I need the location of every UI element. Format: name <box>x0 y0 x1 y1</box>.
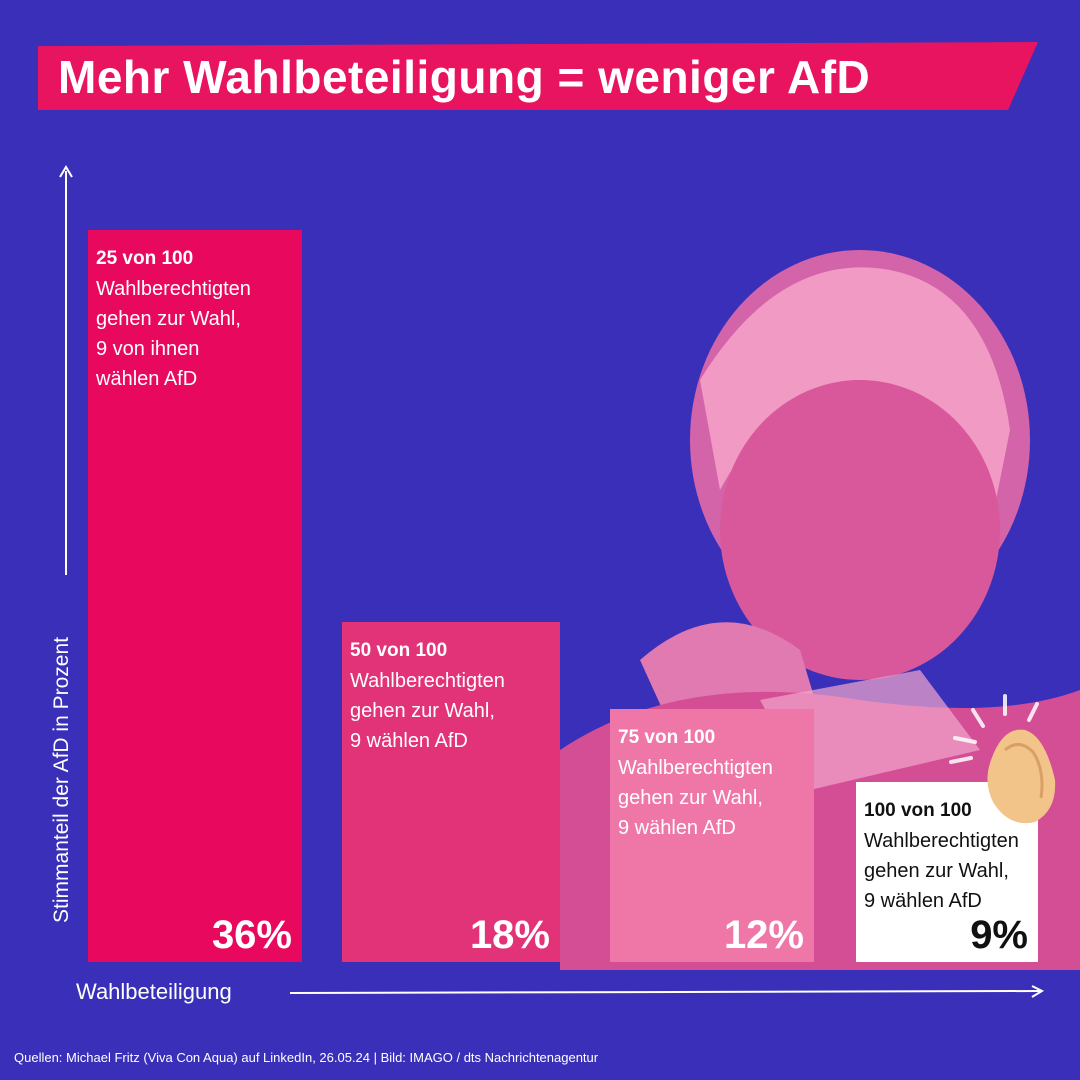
bar-head: 75 von 100 <box>618 727 716 748</box>
bar-description: Wahlberechtigten gehen zur Wahl, 9 wähle… <box>618 757 773 839</box>
bar-100-von-100: 100 von 100 Wahlberechtigten gehen zur W… <box>856 782 1038 962</box>
bar-description: Wahlberechtigten gehen zur Wahl, 9 wähle… <box>350 670 505 752</box>
bar-head: 50 von 100 <box>350 640 448 661</box>
bar-value-label: 18% <box>469 913 550 957</box>
bar-head: 100 von 100 <box>864 800 972 821</box>
bar-25-von-100: 25 von 100 Wahlberechtigten gehen zur Wa… <box>88 230 302 962</box>
page-title: Mehr Wahlbeteiligung = weniger AfD <box>58 51 871 103</box>
bar-75-von-100: 75 von 100 Wahlberechtigten gehen zur Wa… <box>610 709 814 962</box>
source-note: Quellen: Michael Fritz (Viva Con Aqua) a… <box>14 1050 599 1065</box>
bar-description: Wahlberechtigten gehen zur Wahl, 9 wähle… <box>864 830 1019 912</box>
y-axis-label: Stimmanteil der AfD in Prozent <box>50 637 73 923</box>
clapping-hands-icon <box>949 694 1056 824</box>
x-axis-label: Wahlbeteiligung <box>76 979 232 1004</box>
bar-value-label: 9% <box>970 913 1028 957</box>
bar-description: Wahlberechtigten gehen zur Wahl, 9 von i… <box>96 278 251 390</box>
bar-50-von-100: 50 von 100 Wahlberechtigten gehen zur Wa… <box>342 622 560 962</box>
bar-value-label: 12% <box>723 913 804 957</box>
bar-head: 25 von 100 <box>96 248 194 269</box>
y-axis <box>59 165 73 575</box>
bar-value-label: 36% <box>211 913 292 957</box>
title-banner <box>38 42 1038 110</box>
x-axis <box>289 985 1045 998</box>
